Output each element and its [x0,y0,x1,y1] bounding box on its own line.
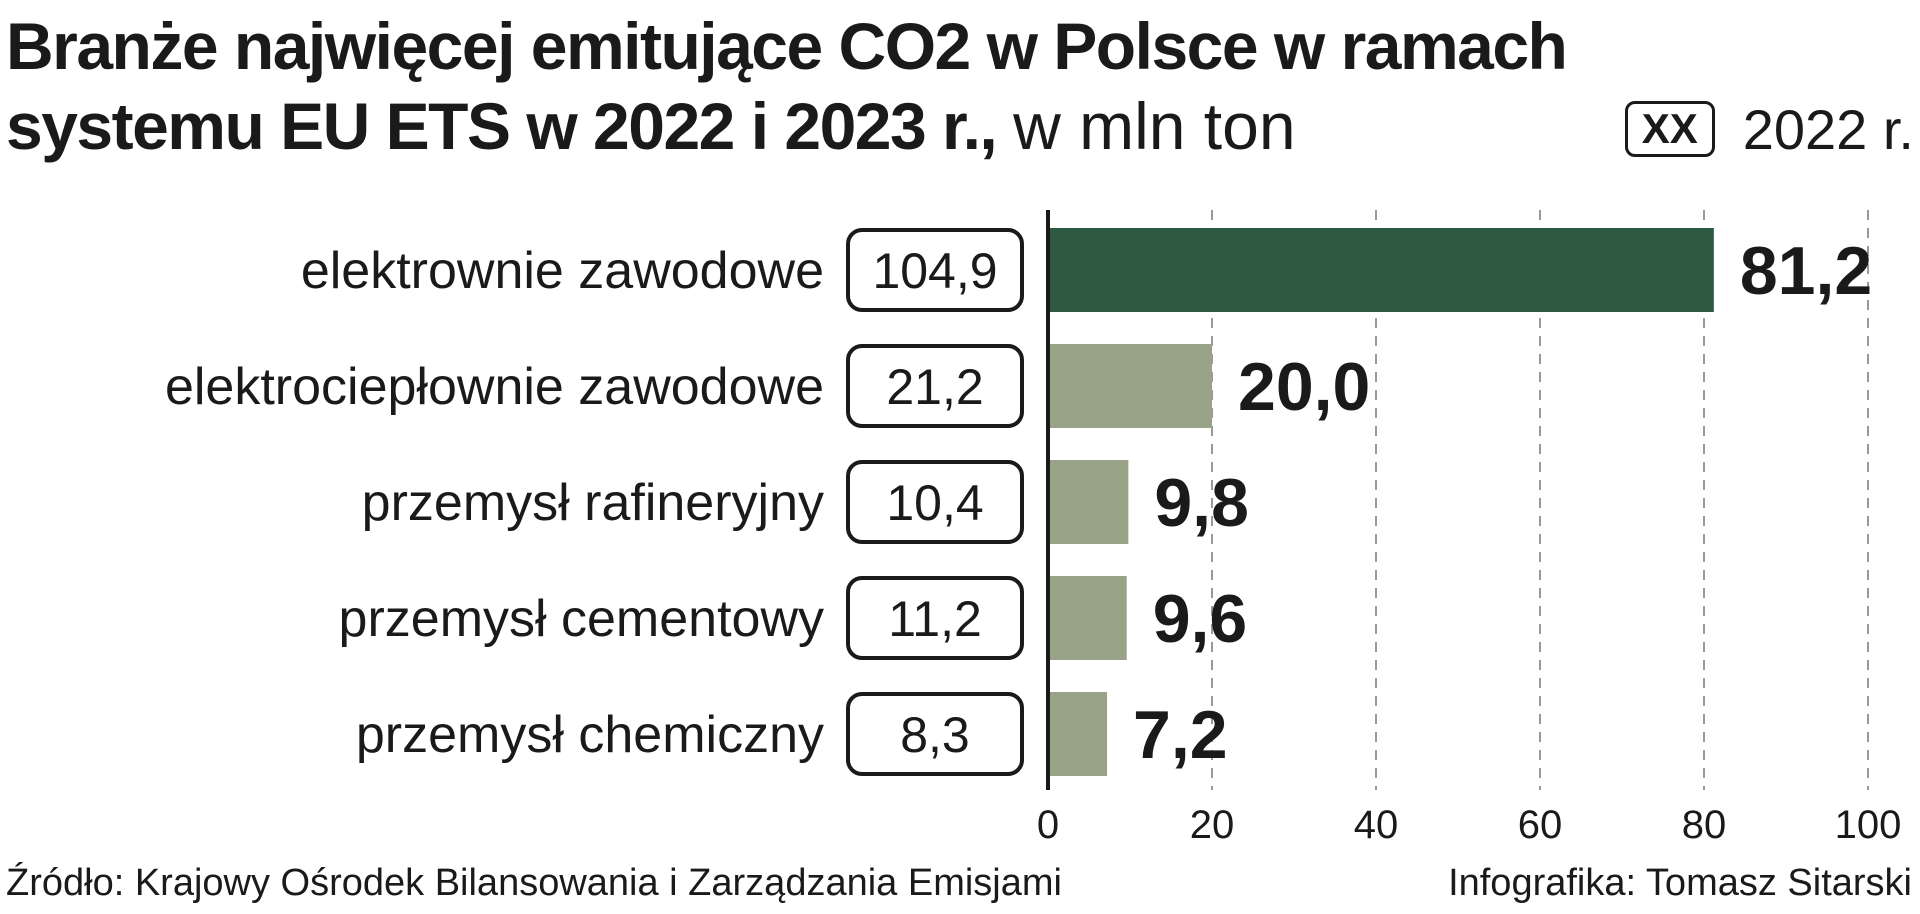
category-label: elektrownie zawodowe [301,242,824,300]
value-label-2022: 104,9 [872,243,997,299]
bar-2023 [1050,344,1212,428]
category-label: przemysł cementowy [339,590,824,648]
bar-2023 [1050,228,1714,312]
value-label-2022: 21,2 [886,359,983,415]
bar-2023 [1050,460,1129,544]
x-tick-label: 40 [1354,803,1399,847]
chart-title-main: Branże najwięcej emitujące CO2 w Polsce … [6,9,1568,163]
credit-note: Infografika: Tomasz Sitarski [1448,862,1912,904]
x-tick-label: 80 [1682,803,1727,847]
x-tick-label: 100 [1835,803,1902,847]
value-box-2022 [846,692,1024,776]
x-tick-label: 60 [1518,803,1563,847]
category-label: przemysł rafineryjny [362,474,824,532]
category-label: elektrociepłownie zawodowe [165,358,824,416]
value-box-2022 [846,228,1024,312]
legend-box-sample: XX [1624,101,1715,157]
value-label-2022: 11,2 [888,591,982,647]
value-label-2022: 10,4 [886,475,983,531]
chart-title: Branże najwięcej emitujące CO2 w Polsce … [6,6,1806,166]
data-label-2023: 9,6 [1153,581,1248,657]
data-label-2023: 81,2 [1740,233,1872,309]
value-label-2022: 8,3 [900,707,970,763]
chart-title-unit: w mln ton [1013,89,1296,163]
bar-2023 [1050,576,1127,660]
value-box-2022 [846,576,1024,660]
value-box-2022 [846,344,1024,428]
data-label-2023: 9,8 [1154,465,1249,541]
value-box-2022 [846,460,1024,544]
legend: XX 2022 r. [1624,94,1914,164]
data-label-2023: 20,0 [1238,349,1370,425]
data-label-2023: 7,2 [1133,697,1228,773]
x-tick-label: 20 [1190,803,1235,847]
category-label: przemysł chemiczny [356,706,824,764]
source-note: Źródło: Krajowy Ośrodek Bilansowania i Z… [6,862,1062,904]
legend-label: 2022 r. [1742,97,1914,161]
x-tick-label: 0 [1037,803,1059,847]
bar-2023 [1050,692,1108,776]
